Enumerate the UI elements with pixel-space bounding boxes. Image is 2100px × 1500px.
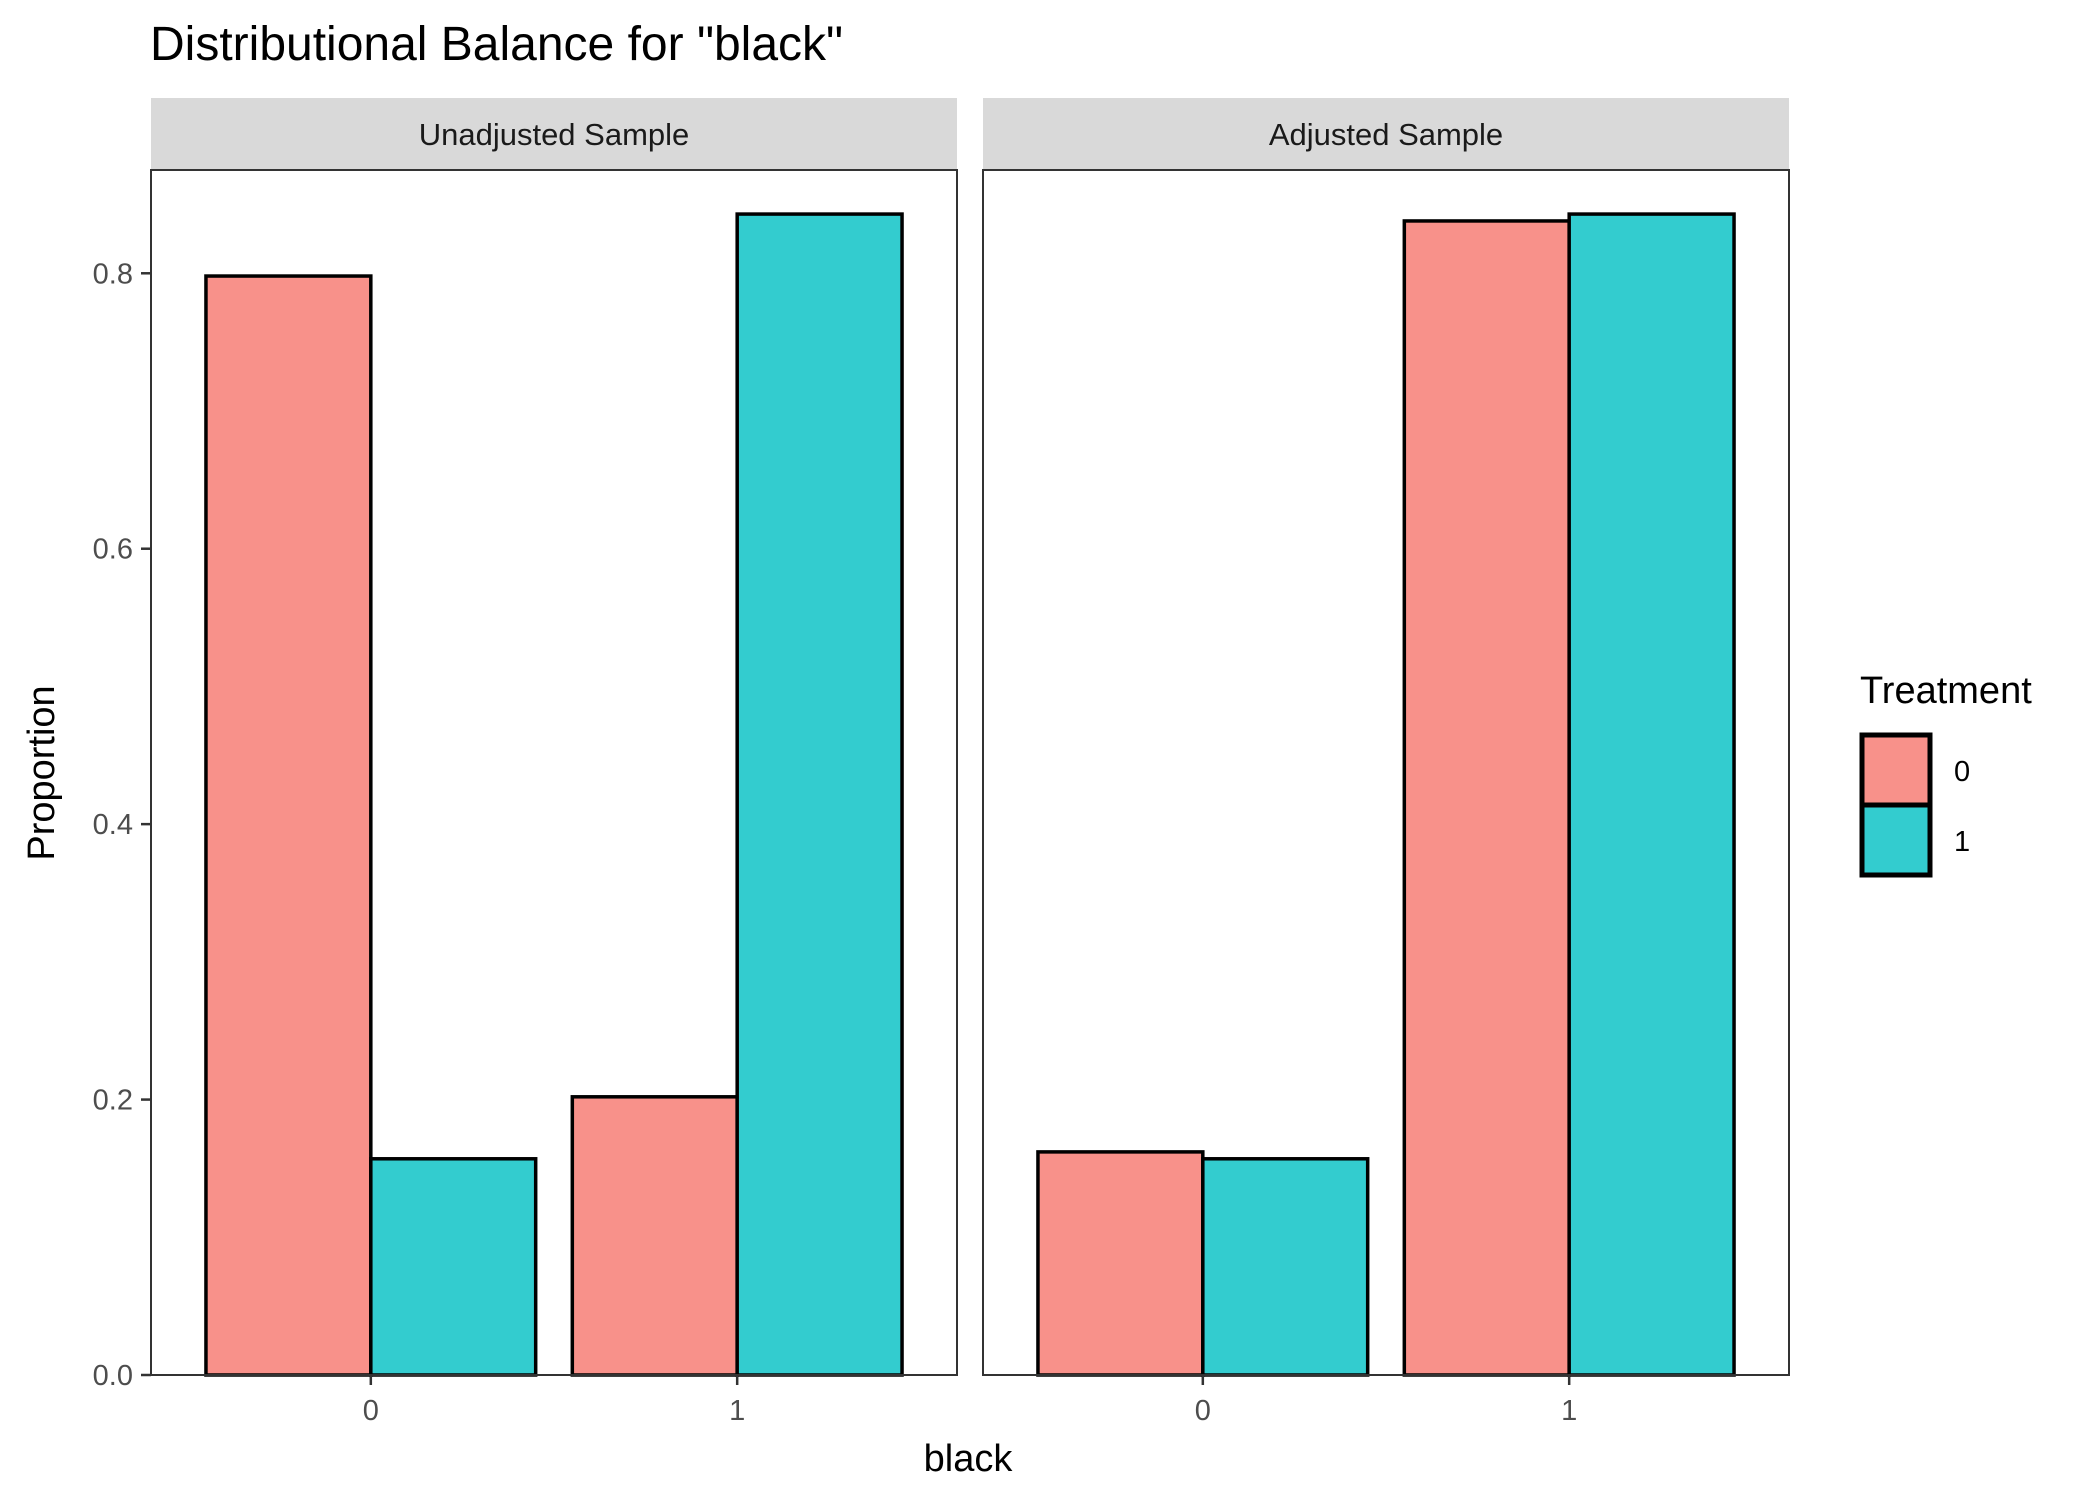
bar-adjusted-sample-cat1-series1 xyxy=(1567,212,1736,1377)
legend-key-0 xyxy=(1859,732,1933,808)
legend: Treatment 0 1 xyxy=(1859,670,2032,878)
y-axis-title: Proportion xyxy=(21,685,63,860)
x-tick-label: 0 xyxy=(1195,1395,1211,1427)
legend-key-1 xyxy=(1859,802,1933,878)
bar-unadjusted-sample-cat1-series1 xyxy=(735,212,904,1377)
y-tick-label: 0.2 xyxy=(93,1085,133,1117)
panel-0: Unadjusted Sample 0 1 xyxy=(150,98,958,1427)
bar-unadjusted-sample-cat0-series0 xyxy=(204,274,373,1377)
legend-label-1: 1 xyxy=(1954,826,1970,858)
panel-strip-label: Adjusted Sample xyxy=(1269,117,1503,152)
panel-strip xyxy=(151,98,957,170)
chart-title: Distributional Balance for "black" xyxy=(150,18,843,71)
y-axis: 0.0 0.2 0.4 0.6 0.8 xyxy=(93,258,151,1392)
panel-border xyxy=(150,169,958,1376)
y-tick-label: 0.4 xyxy=(93,809,133,841)
panel-strip-label: Unadjusted Sample xyxy=(419,117,690,152)
bar-adjusted-sample-cat0-series1 xyxy=(1201,1157,1370,1377)
panel-strip xyxy=(983,98,1789,170)
bar-unadjusted-sample-cat1-series0 xyxy=(570,1095,739,1377)
y-tick-label: 0.8 xyxy=(93,258,133,290)
legend-label-0: 0 xyxy=(1954,756,1970,788)
x-tick-label: 1 xyxy=(729,1395,745,1427)
x-axis-title: black xyxy=(924,1438,1014,1480)
bar-unadjusted-sample-cat0-series1 xyxy=(369,1157,538,1377)
legend-title: Treatment xyxy=(1860,670,2032,712)
panel-1: Adjusted Sample 0 1 xyxy=(982,98,1790,1427)
x-tick-label: 0 xyxy=(363,1395,379,1427)
y-tick-label: 0.6 xyxy=(93,534,133,566)
y-tick-label: 0.0 xyxy=(93,1360,133,1392)
x-tick-label: 1 xyxy=(1561,1395,1577,1427)
bar-adjusted-sample-cat0-series0 xyxy=(1036,1150,1205,1377)
bar-adjusted-sample-cat1-series0 xyxy=(1402,219,1571,1377)
panel-border xyxy=(982,169,1790,1376)
